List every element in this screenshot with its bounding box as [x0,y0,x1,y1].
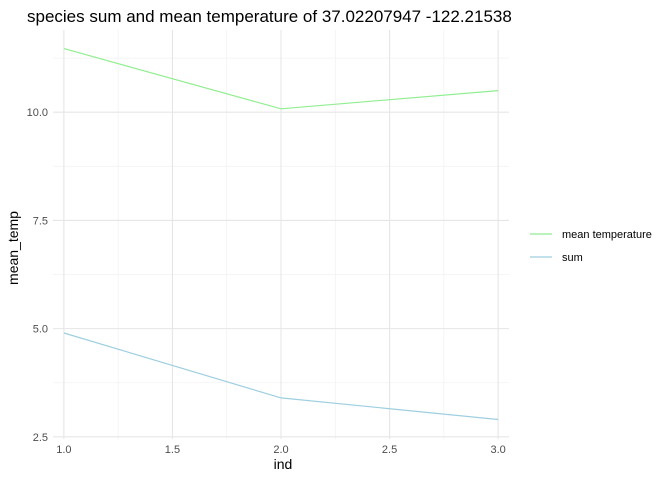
major-gridlines [53,30,509,439]
legend-label-mean-temperature: mean temperature [562,229,652,241]
y-tick-label: 7.5 [33,215,48,227]
x-tick-label: 2.5 [382,444,397,456]
chart-title: species sum and mean temperature of 37.0… [27,7,512,26]
x-tick-label: 3.0 [490,444,505,456]
series-lines [63,48,499,421]
x-axis-ticks: 1.0 1.5 2.0 2.5 3.0 [56,444,506,456]
y-axis-ticks: 2.5 5.0 7.5 10.0 [27,107,48,444]
x-tick-label: 1.0 [56,444,71,456]
y-axis-title: mean_temp [5,211,21,285]
legend: mean temperature sum [530,229,652,264]
y-tick-label: 2.5 [33,432,48,444]
y-tick-label: 10.0 [27,107,48,119]
x-axis-title: ind [274,456,293,472]
series-line-sum [63,332,499,421]
y-tick-label: 5.0 [33,324,48,336]
x-tick-label: 1.5 [165,444,180,456]
series-line-mean-temperature [63,48,499,110]
x-tick-label: 2.0 [273,444,288,456]
legend-label-sum: sum [562,252,583,264]
